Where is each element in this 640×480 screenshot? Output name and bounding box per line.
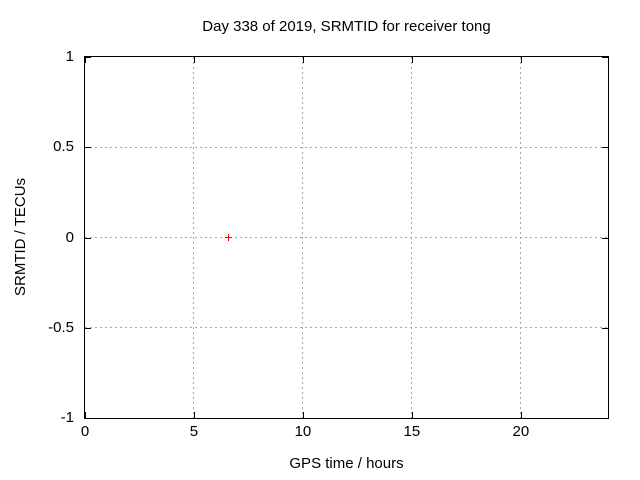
- plot-area: [84, 56, 609, 419]
- x-tick-mark: [302, 412, 304, 418]
- x-tick-mark-mirror: [193, 57, 195, 63]
- x-tick-mark-mirror: [85, 57, 86, 63]
- x-tick-label: 0: [80, 423, 90, 440]
- y-tick-label: -0.5: [48, 318, 74, 336]
- y-tick-mark: [85, 418, 91, 419]
- data-point-marker: [228, 234, 230, 241]
- y-tick-mark: [85, 237, 91, 239]
- x-tick-label: 10: [294, 423, 312, 440]
- x-tick-mark-mirror: [411, 57, 413, 63]
- y-tick-mark-mirror: [602, 327, 608, 329]
- x-tick-mark-mirror: [520, 57, 522, 63]
- y-tick-mark-mirror: [602, 237, 608, 239]
- horizontal-gridline: [85, 237, 608, 238]
- horizontal-gridline: [85, 327, 608, 329]
- y-tick-mark: [85, 327, 91, 329]
- y-tick-label: 0: [65, 228, 74, 246]
- x-tick-label: 20: [512, 423, 530, 440]
- y-tick-label: 1: [65, 48, 74, 65]
- x-tick-mark: [411, 412, 413, 418]
- y-tick-label: 0.5: [53, 138, 74, 156]
- y-tick-mark-mirror: [602, 57, 608, 58]
- y-tick-label: -1: [60, 409, 74, 426]
- horizontal-gridline: [85, 146, 608, 148]
- y-tick-mark: [85, 57, 91, 58]
- y-tick-mark-mirror: [602, 418, 608, 419]
- x-tick-mark: [520, 412, 522, 418]
- y-tick-mark: [85, 147, 91, 149]
- x-tick-label: 5: [189, 423, 199, 440]
- x-tick-label: 15: [403, 423, 421, 440]
- x-tick-mark: [85, 412, 86, 418]
- chart-title: Day 338 of 2019, SRMTID for receiver ton…: [202, 18, 491, 35]
- x-axis-label: GPS time / hours: [289, 455, 404, 472]
- y-tick-mark-mirror: [602, 147, 608, 149]
- x-tick-mark: [193, 412, 195, 418]
- x-tick-mark-mirror: [302, 57, 304, 63]
